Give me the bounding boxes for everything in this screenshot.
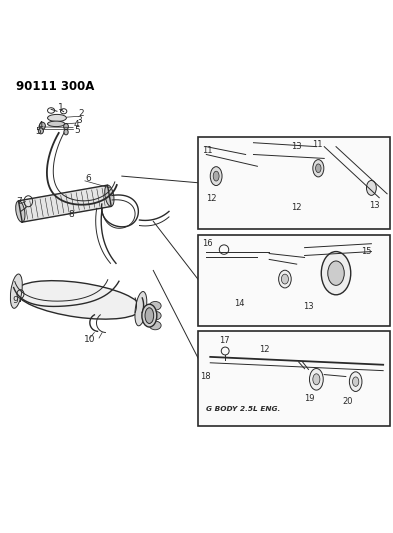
Ellipse shape [10, 274, 22, 308]
Text: 2: 2 [79, 109, 84, 118]
Ellipse shape [213, 171, 219, 181]
Polygon shape [18, 185, 111, 222]
Ellipse shape [16, 201, 25, 222]
Ellipse shape [313, 159, 324, 177]
Text: 12: 12 [291, 203, 301, 212]
Ellipse shape [281, 274, 288, 284]
Ellipse shape [210, 167, 222, 185]
Ellipse shape [353, 377, 359, 386]
Ellipse shape [105, 185, 114, 206]
Text: 8: 8 [69, 211, 75, 220]
Bar [198, 332, 390, 426]
Text: 90111 300A: 90111 300A [16, 80, 94, 93]
Text: 13: 13 [369, 200, 380, 209]
Ellipse shape [349, 372, 362, 391]
Text: 6: 6 [86, 174, 92, 183]
Ellipse shape [48, 121, 65, 127]
Text: 13: 13 [303, 302, 313, 311]
Ellipse shape [16, 281, 141, 319]
Text: 4: 4 [37, 121, 43, 130]
Text: 13: 13 [291, 142, 301, 151]
Ellipse shape [310, 368, 323, 390]
Ellipse shape [321, 252, 351, 295]
Text: 18: 18 [200, 372, 211, 381]
Ellipse shape [40, 122, 46, 130]
Text: 7: 7 [17, 197, 22, 206]
Text: 5: 5 [75, 126, 81, 135]
Ellipse shape [149, 311, 161, 320]
Text: 10: 10 [84, 335, 95, 344]
Ellipse shape [149, 302, 161, 310]
Text: G BODY 2.5L ENG.: G BODY 2.5L ENG. [206, 406, 281, 411]
Text: 9: 9 [13, 296, 18, 305]
Text: 20: 20 [342, 397, 353, 406]
Ellipse shape [316, 164, 321, 173]
Ellipse shape [328, 261, 344, 285]
Ellipse shape [145, 308, 154, 324]
Text: 19: 19 [305, 394, 315, 403]
Ellipse shape [38, 128, 43, 134]
Ellipse shape [313, 374, 320, 385]
Text: 4: 4 [74, 120, 79, 130]
Text: 5: 5 [35, 127, 41, 136]
Text: 14: 14 [234, 299, 244, 308]
Text: 17: 17 [219, 336, 230, 345]
Text: 11: 11 [312, 140, 323, 149]
Text: 12: 12 [206, 194, 217, 203]
Text: 16: 16 [202, 239, 213, 248]
Bar [198, 235, 390, 326]
Text: 1: 1 [58, 103, 64, 112]
Ellipse shape [142, 304, 157, 327]
Ellipse shape [367, 181, 376, 196]
Text: 12: 12 [259, 345, 270, 354]
Text: 11: 11 [202, 146, 213, 155]
Ellipse shape [149, 321, 161, 330]
Ellipse shape [48, 115, 66, 122]
Ellipse shape [135, 292, 147, 326]
Ellipse shape [64, 130, 68, 135]
Ellipse shape [64, 124, 68, 130]
Text: 15: 15 [362, 247, 372, 255]
Ellipse shape [279, 270, 291, 288]
Bar [198, 137, 390, 229]
Text: 3: 3 [77, 116, 83, 125]
